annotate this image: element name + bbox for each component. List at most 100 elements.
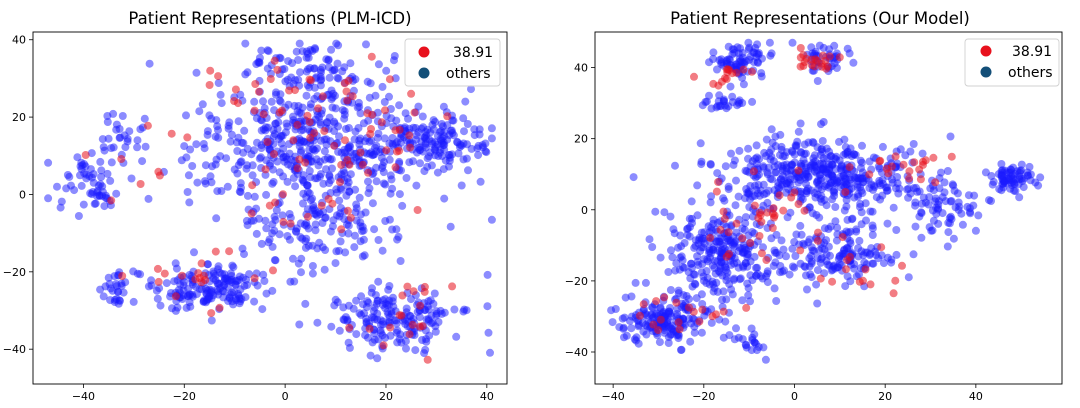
data-point bbox=[141, 142, 150, 151]
data-point bbox=[685, 295, 693, 304]
ticks-layer: −40 −20 0 20 40 −40 −20 0 20 40 bbox=[3, 34, 494, 403]
data-point bbox=[878, 142, 887, 151]
data-point bbox=[763, 208, 772, 217]
data-point bbox=[809, 154, 818, 163]
data-point bbox=[706, 253, 715, 262]
data-point bbox=[65, 172, 74, 181]
y-tick-label: 0 bbox=[19, 188, 26, 201]
data-point bbox=[738, 234, 747, 243]
y-tick-label: 40 bbox=[574, 62, 588, 75]
data-point bbox=[188, 162, 197, 170]
data-point bbox=[631, 278, 640, 287]
data-point bbox=[199, 271, 208, 280]
data-point bbox=[807, 259, 816, 268]
data-point bbox=[314, 161, 323, 170]
data-point bbox=[840, 245, 849, 254]
data-point bbox=[112, 295, 121, 304]
data-point bbox=[697, 328, 706, 337]
data-point bbox=[753, 263, 762, 272]
data-point bbox=[730, 156, 739, 165]
data-point bbox=[739, 80, 748, 89]
data-point bbox=[250, 106, 259, 115]
data-point bbox=[767, 125, 776, 134]
data-point bbox=[437, 120, 446, 128]
data-point bbox=[303, 212, 312, 221]
data-point bbox=[279, 172, 288, 181]
data-point bbox=[301, 299, 310, 308]
data-point bbox=[921, 156, 930, 165]
data-point bbox=[816, 274, 825, 283]
data-point bbox=[248, 171, 257, 180]
data-point bbox=[234, 117, 243, 126]
data-point bbox=[228, 297, 237, 306]
data-point bbox=[639, 300, 648, 309]
chart-title: Patient Representations (PLM-ICD) bbox=[128, 9, 411, 28]
data-point bbox=[859, 276, 867, 285]
data-point bbox=[310, 83, 319, 92]
data-point bbox=[117, 279, 126, 288]
data-point bbox=[296, 68, 304, 77]
data-point bbox=[337, 225, 346, 234]
data-point bbox=[760, 148, 769, 157]
data-point bbox=[343, 220, 351, 229]
data-point bbox=[746, 257, 755, 266]
data-point bbox=[258, 305, 267, 314]
data-point bbox=[359, 235, 368, 244]
data-point bbox=[825, 52, 834, 61]
data-point bbox=[459, 114, 468, 123]
data-point bbox=[674, 318, 683, 327]
data-point bbox=[81, 151, 90, 159]
data-point bbox=[331, 104, 340, 113]
data-point bbox=[298, 47, 307, 56]
data-point bbox=[768, 138, 777, 147]
data-point bbox=[800, 58, 809, 67]
data-point bbox=[892, 184, 900, 193]
data-point bbox=[931, 197, 940, 206]
data-point bbox=[761, 355, 770, 364]
data-point bbox=[796, 259, 805, 268]
data-point bbox=[929, 153, 938, 162]
data-point bbox=[876, 156, 885, 165]
data-point bbox=[869, 259, 878, 268]
data-point bbox=[759, 343, 768, 352]
data-point bbox=[770, 246, 779, 255]
data-point bbox=[311, 45, 320, 54]
data-point bbox=[674, 334, 683, 343]
data-point bbox=[776, 130, 785, 139]
data-point bbox=[191, 282, 200, 291]
data-point bbox=[723, 268, 732, 277]
data-point bbox=[448, 282, 457, 291]
data-point bbox=[893, 173, 902, 181]
data-point bbox=[767, 234, 776, 243]
data-point bbox=[950, 186, 959, 195]
x-tick-label: 40 bbox=[480, 390, 494, 403]
data-point bbox=[415, 146, 424, 154]
data-point bbox=[398, 291, 407, 300]
data-point bbox=[57, 197, 66, 206]
data-point bbox=[397, 338, 406, 347]
data-point bbox=[257, 239, 266, 248]
data-point bbox=[813, 299, 822, 308]
data-point bbox=[294, 56, 303, 64]
data-point bbox=[308, 262, 317, 270]
data-point bbox=[395, 190, 404, 199]
data-point bbox=[660, 293, 669, 302]
data-point bbox=[154, 167, 163, 176]
data-point bbox=[129, 267, 138, 276]
data-point bbox=[454, 149, 463, 158]
data-point bbox=[388, 134, 397, 142]
data-point bbox=[765, 38, 774, 47]
data-point bbox=[103, 118, 112, 126]
data-point bbox=[336, 204, 345, 212]
data-point bbox=[77, 181, 86, 190]
data-point bbox=[328, 164, 336, 173]
data-point bbox=[777, 142, 786, 151]
data-point bbox=[62, 184, 71, 193]
data-point bbox=[732, 176, 740, 185]
data-point bbox=[366, 130, 375, 138]
data-point bbox=[390, 56, 398, 65]
data-point bbox=[96, 180, 105, 189]
data-point bbox=[235, 187, 244, 196]
data-point bbox=[341, 248, 350, 257]
data-point bbox=[790, 150, 799, 159]
